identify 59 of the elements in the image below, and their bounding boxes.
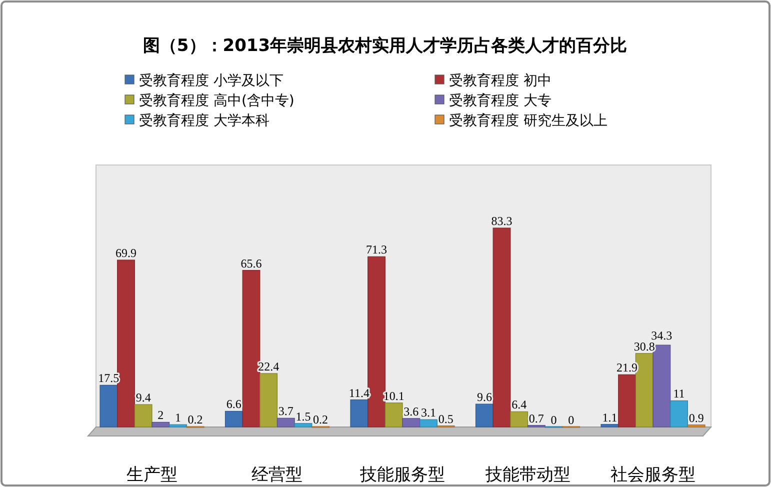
bar [276,418,295,428]
bar [384,402,403,428]
bar [687,424,706,428]
data-label: 0.2 [313,412,328,427]
legend-label: 受教育程度 初中 [449,72,552,89]
bar [475,404,494,428]
bar [224,410,243,428]
bar [652,344,671,428]
data-label: 0 [550,413,557,427]
bar [510,411,528,428]
bar [402,418,420,428]
data-label: 11 [673,386,685,401]
bar [242,270,260,428]
bar [350,399,368,428]
data-label: 1.5 [296,409,311,424]
data-label: 0.5 [438,412,454,426]
x-tick-label: 技能服务型 [359,465,445,486]
bar [492,228,511,428]
data-label: 71.3 [366,242,388,257]
bar [117,260,135,428]
bar [294,423,312,428]
data-label: 65.6 [240,256,262,270]
bar [100,384,118,428]
data-label: 9.4 [136,390,151,405]
data-label: 3.1 [420,406,436,420]
chart-title: 图（5）：2013年崇明县农村实用人才学历占各类人才的百分比 [142,36,628,56]
data-label: 6.6 [226,397,242,412]
bar [260,373,278,428]
bar [368,256,386,428]
legend-label: 受教育程度 研究生及以上 [449,112,608,129]
data-label: 3.6 [404,404,419,418]
data-label: 0.2 [188,412,203,427]
bar [670,400,688,428]
data-label: 2 [158,408,164,422]
data-label: 9.6 [476,390,492,404]
data-label: 0.9 [688,410,704,425]
data-label: 69.9 [115,246,136,260]
data-label: 0 [568,413,574,427]
bar [152,422,170,428]
bar [134,404,152,428]
x-tick-label: 生产型 [126,465,178,486]
legend-label: 受教育程度 小学及以下 [139,72,284,89]
bar [420,419,438,428]
bar [600,424,619,428]
x-tick-label: 技能带动型 [484,465,570,486]
bar [635,353,654,428]
data-label: 1 [174,410,181,425]
legend-label: 受教育程度 高中(含中专) [139,92,294,109]
data-label: 3.7 [278,404,294,418]
data-label: 6.4 [512,398,527,412]
data-label: 1.1 [602,410,618,424]
x-tick-label: 社会服务型 [610,465,696,486]
data-label: 0.7 [528,411,544,426]
bar [169,424,187,428]
legend-label: 受教育程度 大学本科 [139,112,270,129]
data-label: 83.3 [491,214,512,228]
legend-label: 受教育程度 大专 [449,92,552,109]
bar [618,374,636,428]
x-tick-label: 经营型 [252,465,303,486]
